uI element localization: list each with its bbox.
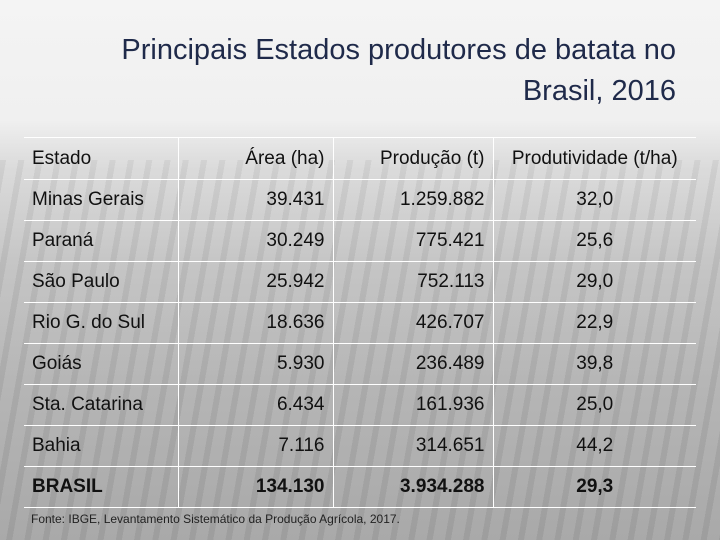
cell-area: 5.930 <box>177 343 333 385</box>
cell-produtividade: 29,0 <box>492 261 696 303</box>
cell-estado: Minas Gerais <box>24 179 178 221</box>
table-row: São Paulo 25.942 752.113 29,0 <box>24 261 696 303</box>
cell-estado: Rio G. do Sul <box>24 302 178 344</box>
cell-producao: 161.936 <box>332 384 493 426</box>
header-area: Área (ha) <box>177 137 333 180</box>
cell-estado: São Paulo <box>24 261 178 303</box>
production-table: Estado Área (ha) Produção (t) Produtivid… <box>24 137 696 508</box>
cell-produtividade: 39,8 <box>492 343 696 385</box>
cell-producao: 1.259.882 <box>332 179 493 221</box>
cell-produtividade: 25,0 <box>492 384 696 426</box>
cell-producao: 236.489 <box>332 343 493 385</box>
header-estado: Estado <box>24 137 178 180</box>
table-header-row: Estado Área (ha) Produção (t) Produtivid… <box>24 137 696 180</box>
cell-area: 30.249 <box>177 220 333 262</box>
cell-estado: Goiás <box>24 343 178 385</box>
cell-estado: Sta. Catarina <box>24 384 178 426</box>
table-total-row: BRASIL 134.130 3.934.288 29,3 <box>24 466 696 508</box>
cell-produtividade: 32,0 <box>492 179 696 221</box>
cell-producao: 426.707 <box>332 302 493 344</box>
cell-area: 7.116 <box>177 425 333 467</box>
cell-area: 134.130 <box>177 466 333 508</box>
cell-producao: 314.651 <box>332 425 493 467</box>
table-row: Goiás 5.930 236.489 39,8 <box>24 343 696 385</box>
cell-estado: Bahia <box>24 425 178 467</box>
cell-producao: 752.113 <box>332 261 493 303</box>
cell-area: 18.636 <box>177 302 333 344</box>
source-note: Fonte: IBGE, Levantamento Sistemático da… <box>31 512 400 526</box>
title-line-1: Principais Estados produtores de batata … <box>121 34 676 66</box>
cell-estado: Paraná <box>24 220 178 262</box>
header-producao: Produção (t) <box>332 137 493 180</box>
table-row: Bahia 7.116 314.651 44,2 <box>24 425 696 467</box>
cell-estado: BRASIL <box>24 466 178 508</box>
table-row: Minas Gerais 39.431 1.259.882 32,0 <box>24 179 696 221</box>
cell-producao: 775.421 <box>332 220 493 262</box>
cell-produtividade: 22,9 <box>492 302 696 344</box>
cell-area: 6.434 <box>177 384 333 426</box>
slide-title: Principais Estados produtores de batata … <box>36 30 676 112</box>
table-row: Paraná 30.249 775.421 25,6 <box>24 220 696 262</box>
table-row: Sta. Catarina 6.434 161.936 25,0 <box>24 384 696 426</box>
header-produtividade: Produtividade (t/ha) <box>492 137 696 180</box>
cell-produtividade: 29,3 <box>492 466 696 508</box>
cell-area: 25.942 <box>177 261 333 303</box>
cell-producao: 3.934.288 <box>332 466 493 508</box>
cell-area: 39.431 <box>177 179 333 221</box>
table-row: Rio G. do Sul 18.636 426.707 22,9 <box>24 302 696 344</box>
cell-produtividade: 25,6 <box>492 220 696 262</box>
title-line-2: Brasil, 2016 <box>522 75 676 107</box>
cell-produtividade: 44,2 <box>492 425 696 467</box>
